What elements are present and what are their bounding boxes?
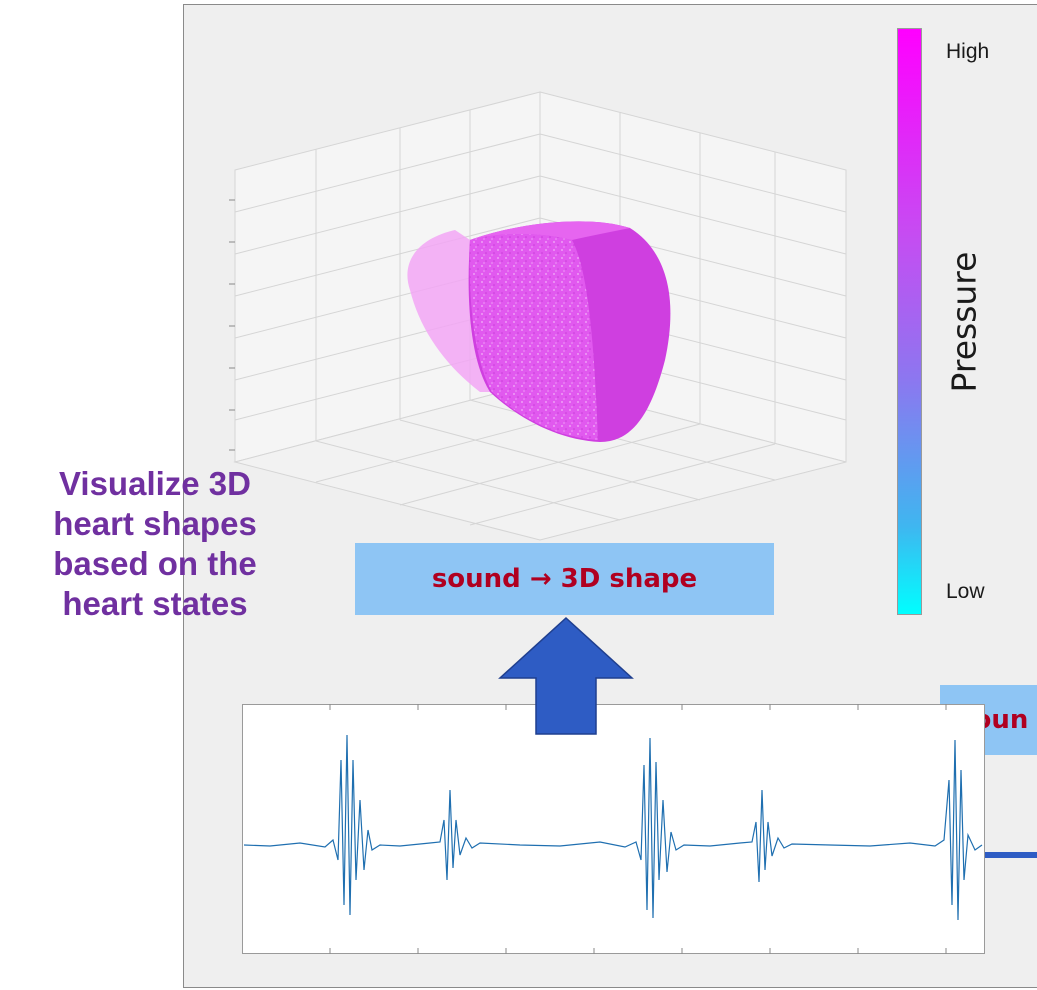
heart-shape <box>407 221 671 442</box>
left-caption: Visualize 3D heart shapes based on the h… <box>0 464 310 624</box>
pressure-colorbar <box>897 28 922 615</box>
left-caption-line: based on the <box>53 545 257 582</box>
colorbar-title: Pressure <box>944 251 984 393</box>
left-caption-line: heart shapes <box>53 505 257 542</box>
sound-to-3d-callout: sound → 3D shape <box>355 543 774 615</box>
heart-sound-signal-plot <box>242 704 985 954</box>
left-caption-line: heart states <box>62 585 248 622</box>
colorbar-low-label: Low <box>946 580 985 603</box>
colorbar-high-label: High <box>946 40 990 63</box>
left-caption-line: Visualize 3D <box>59 465 251 502</box>
